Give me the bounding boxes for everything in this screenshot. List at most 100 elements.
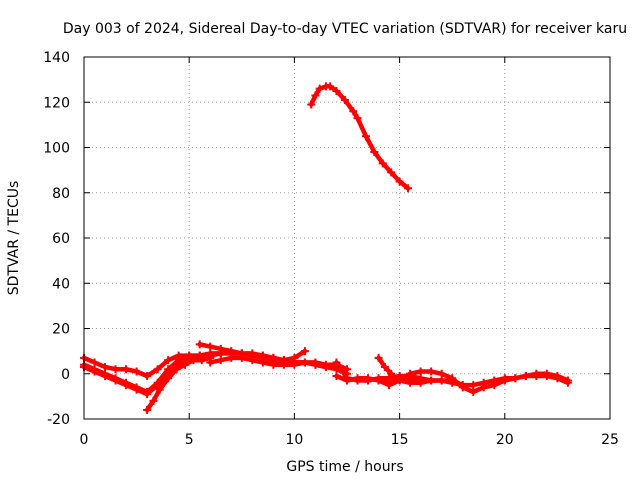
data-point — [307, 100, 316, 109]
data-point — [227, 353, 236, 362]
series-track-d — [143, 353, 215, 414]
data-point — [353, 374, 362, 383]
data-point — [326, 82, 335, 91]
data-point — [111, 365, 120, 374]
data-point — [197, 356, 206, 365]
y-tick-label: 0 — [61, 367, 70, 383]
data-point — [164, 356, 173, 365]
y-tick-label: 40 — [52, 276, 70, 292]
data-point — [380, 362, 389, 371]
data-point — [437, 376, 446, 385]
data-point — [180, 360, 189, 369]
data-point — [300, 358, 309, 367]
data-point — [111, 376, 120, 385]
data-point — [122, 381, 131, 390]
data-point — [353, 114, 362, 123]
data-point — [406, 374, 415, 383]
series-track-f — [206, 353, 351, 378]
data-point — [189, 356, 198, 365]
data-point — [374, 376, 383, 385]
data-point — [387, 168, 396, 177]
data-point — [290, 360, 299, 369]
data-point — [361, 132, 370, 141]
x-tick-label: 5 — [185, 432, 194, 448]
data-point — [448, 378, 457, 387]
data-point — [315, 84, 324, 93]
series-layer — [80, 82, 572, 414]
data-point — [155, 385, 164, 394]
y-tick-label: 20 — [52, 322, 70, 338]
data-point — [332, 86, 341, 95]
data-point — [553, 372, 562, 381]
data-point — [290, 353, 299, 362]
plot-frame — [83, 56, 611, 420]
data-point — [90, 358, 99, 367]
data-point — [321, 362, 330, 371]
data-point — [279, 360, 288, 369]
data-point — [143, 390, 152, 399]
data-point — [416, 367, 425, 376]
data-point — [437, 369, 446, 378]
data-point — [563, 376, 572, 385]
y-tick-label: 80 — [52, 186, 70, 202]
grid — [84, 57, 610, 419]
data-point — [385, 381, 394, 390]
data-point — [237, 353, 246, 362]
data-point — [521, 372, 530, 381]
data-point — [132, 367, 141, 376]
y-tick-label: -20 — [47, 412, 70, 428]
series-line — [376, 355, 465, 388]
data-point — [227, 347, 236, 356]
data-point — [153, 365, 162, 374]
data-point — [143, 372, 152, 381]
data-point — [343, 376, 351, 385]
data-point — [206, 358, 215, 367]
data-point — [427, 367, 436, 376]
y-tick-label: 140 — [43, 50, 70, 66]
y-axis-label: SDTVAR / TECUs — [6, 181, 22, 296]
x-tick-label: 25 — [601, 432, 619, 448]
data-point — [469, 387, 478, 396]
x-tick-label: 15 — [391, 432, 409, 448]
x-tick-label: 10 — [285, 432, 303, 448]
y-tick-label: 120 — [43, 95, 70, 111]
x-tick-label: 20 — [496, 432, 514, 448]
data-point — [427, 376, 436, 385]
y-tick-label: 100 — [43, 141, 70, 157]
series-track-g — [307, 82, 413, 193]
data-point — [132, 385, 141, 394]
data-point — [122, 365, 131, 374]
data-point — [311, 360, 320, 369]
data-point — [490, 381, 499, 390]
data-point — [300, 347, 309, 356]
data-point — [349, 107, 358, 116]
series-track-k — [332, 372, 425, 390]
data-point — [374, 353, 383, 362]
data-point — [258, 351, 267, 360]
data-point — [101, 362, 110, 371]
data-point — [143, 405, 152, 414]
data-point — [269, 353, 278, 362]
data-point — [395, 376, 404, 385]
data-point — [479, 383, 488, 392]
data-point — [258, 358, 267, 367]
data-point — [500, 376, 509, 385]
data-point — [311, 91, 320, 100]
data-point — [416, 376, 425, 385]
x-axis-label: GPS time / hours — [286, 459, 403, 475]
data-point — [404, 184, 413, 193]
data-point — [340, 95, 349, 104]
data-point — [248, 356, 257, 365]
data-point — [378, 159, 387, 168]
data-point — [90, 367, 99, 376]
data-point — [164, 374, 173, 383]
data-point — [532, 369, 541, 378]
data-point — [387, 369, 396, 378]
data-point — [101, 372, 110, 381]
data-point — [172, 365, 181, 374]
data-point — [332, 358, 341, 367]
data-point — [332, 372, 341, 381]
data-point — [370, 148, 379, 157]
data-point — [195, 340, 204, 349]
